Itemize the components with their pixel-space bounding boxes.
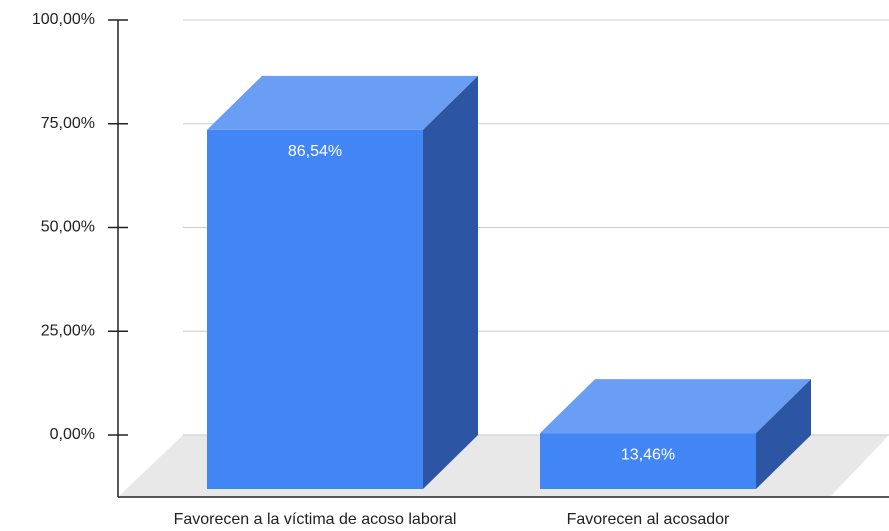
bar-side: [756, 379, 811, 489]
data-label: 86,54%: [288, 143, 342, 160]
y-tick-label: 75,00%: [41, 115, 95, 132]
bar-front: [207, 129, 423, 489]
x-tick-label: Favorecen a la víctima de acoso laboral: [174, 511, 457, 528]
bar-side: [423, 75, 478, 489]
y-tick-label: 100,00%: [32, 11, 95, 28]
y-tick-label: 0,00%: [50, 426, 95, 443]
bar-top: [540, 379, 811, 434]
y-tick-label: 25,00%: [41, 322, 95, 339]
bar-top: [207, 75, 478, 130]
y-tick-label: 50,00%: [41, 219, 95, 236]
x-tick-label: Favorecen al acosador: [567, 511, 730, 528]
data-label: 13,46%: [621, 446, 675, 463]
bar-front: [540, 433, 756, 489]
